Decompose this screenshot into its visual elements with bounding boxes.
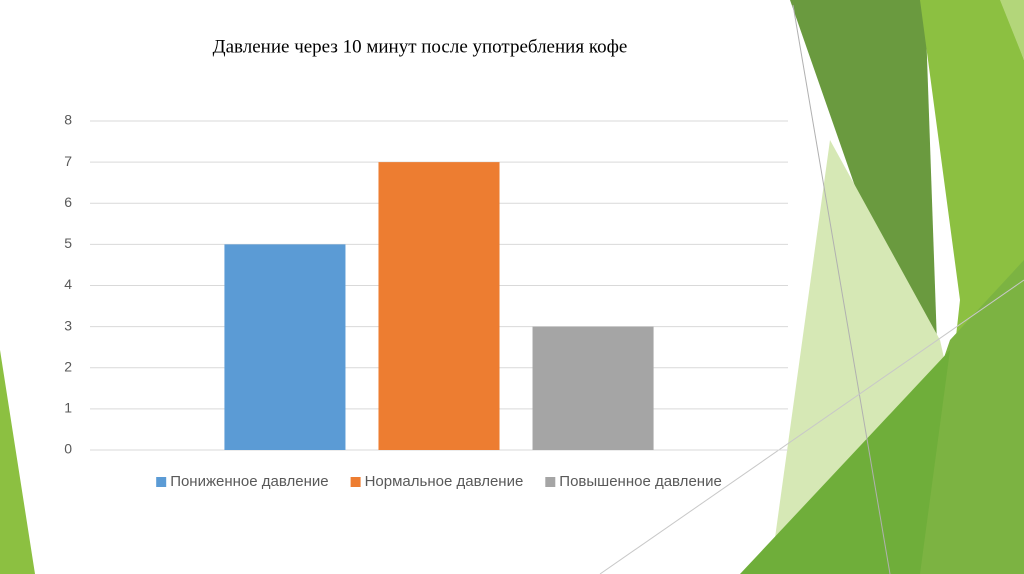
decor-line [599, 279, 1024, 574]
y-tick-label: 7 [64, 153, 72, 169]
legend-swatch [156, 477, 167, 487]
legend-swatch [545, 477, 556, 487]
decor-line [792, 4, 891, 574]
y-tick-label: 5 [64, 235, 72, 251]
y-tick-label: 1 [64, 400, 72, 416]
decor-shape [0, 350, 35, 574]
legend-label: Пониженное давление [170, 473, 328, 490]
bar [224, 244, 346, 450]
chart-title: Давление через 10 минут после употреблен… [213, 36, 628, 57]
bar [532, 326, 654, 450]
y-tick-label: 2 [64, 358, 72, 374]
y-tick-label: 8 [64, 112, 72, 128]
y-tick-label: 3 [64, 317, 72, 333]
decor-shape [740, 350, 950, 574]
legend-label: Повышенное давление [559, 473, 722, 490]
legend-label: Нормальное давление [365, 473, 524, 490]
legend-swatch [350, 477, 361, 487]
decor-shape [1000, 0, 1024, 60]
y-tick-label: 6 [64, 194, 72, 210]
bar [378, 162, 500, 450]
y-tick-label: 0 [64, 441, 72, 457]
y-tick-label: 4 [64, 276, 72, 292]
